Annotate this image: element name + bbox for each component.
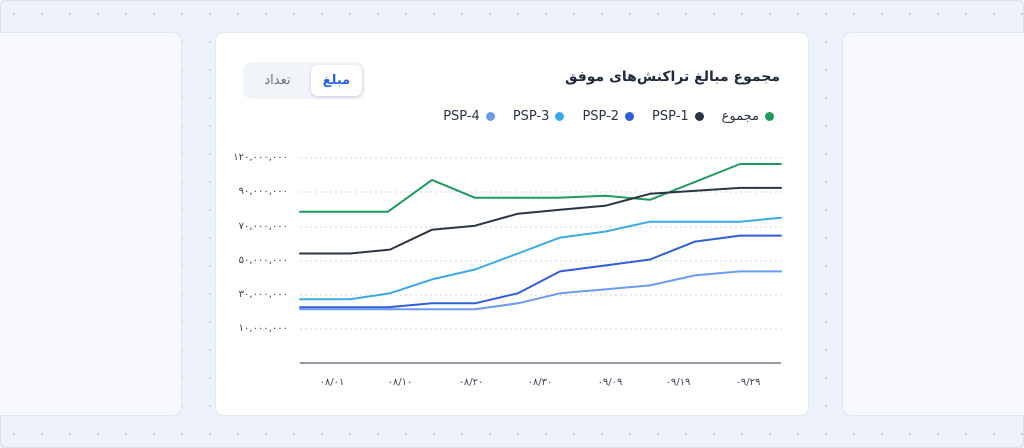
- x-tick-label: ۰۹/۱۹: [666, 377, 691, 388]
- legend-item-psp3[interactable]: PSP-3: [513, 109, 565, 124]
- legend-item-psp2[interactable]: PSP-2: [582, 109, 635, 124]
- previous-card[interactable]: [0, 32, 182, 416]
- tab-count-label: تعداد: [264, 73, 291, 88]
- chart-legend: PSP-4 PSP-3 PSP-2 PSP-1 مجموع: [443, 109, 774, 124]
- y-tick-label: ۱۰,۰۰۰,۰۰۰: [239, 323, 288, 334]
- series-line: [299, 270, 782, 311]
- legend-label: مجموع: [721, 109, 759, 124]
- x-tick-label: ۰۸/۰۱: [320, 377, 345, 388]
- y-tick-label: ۵۰,۰۰۰,۰۰۰: [239, 255, 288, 266]
- chart-title: مجموع مبالغ تراکنش‌های موفق: [564, 69, 780, 85]
- legend-dot: [485, 112, 495, 121]
- x-tick-label: ۰۸/۱۰: [388, 377, 413, 388]
- series-line: [299, 216, 782, 301]
- y-tick-label: ۹۰,۰۰۰,۰۰۰: [239, 186, 288, 197]
- y-tick-label: ۱۲۰,۰۰۰,۰۰۰: [233, 152, 288, 163]
- tab-amount[interactable]: مبلغ: [310, 65, 362, 96]
- next-card[interactable]: [842, 32, 1024, 416]
- legend-item-total[interactable]: مجموع: [722, 109, 774, 124]
- legend-label: PSP-3: [512, 109, 550, 124]
- x-tick-label: ۰۸/۲۰: [459, 377, 484, 388]
- x-tick-label: ۰۹/۲۹: [736, 377, 761, 388]
- legend-item-psp1[interactable]: PSP-1: [652, 109, 704, 124]
- line-chart: ۱۲۰,۰۰۰,۰۰۰ ۹۰,۰۰۰,۰۰۰ ۷۰,۰۰۰,۰۰۰ ۵۰,۰۰۰,۰۰…: [233, 152, 782, 388]
- legend-item-psp4[interactable]: PSP-4: [443, 109, 495, 124]
- legend-dot: [555, 112, 565, 121]
- series-line: [299, 234, 782, 309]
- y-tick-label: ۷۰,۰۰۰,۰۰۰: [239, 221, 288, 232]
- x-tick-label: ۰۹/۰۹: [598, 377, 623, 388]
- y-tick-label: ۳۰,۰۰۰,۰۰۰: [239, 289, 288, 300]
- series-line: [299, 186, 782, 255]
- tab-amount-label: مبلغ: [322, 73, 351, 88]
- metric-toggle: تعداد مبلغ: [243, 62, 365, 99]
- legend-dot: [694, 112, 704, 121]
- legend-dot: [625, 112, 635, 121]
- legend-label: PSP-1: [652, 109, 689, 124]
- tab-count[interactable]: تعداد: [246, 65, 309, 96]
- series-line: [299, 163, 782, 213]
- chart-card: مجموع مبالغ تراکنش‌های موفق تعداد مبلغ P…: [215, 32, 809, 416]
- legend-label: PSP-4: [443, 109, 480, 124]
- legend-label: PSP-2: [582, 109, 620, 124]
- legend-dot: [765, 112, 774, 121]
- x-tick-label: ۰۸/۳۰: [528, 377, 553, 388]
